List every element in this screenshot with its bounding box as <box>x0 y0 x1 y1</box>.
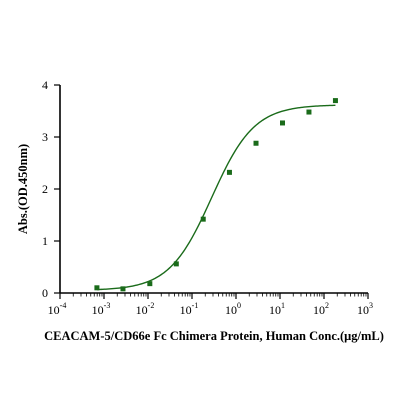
y-tick-label: 2 <box>42 182 48 196</box>
y-tick-label: 1 <box>42 234 48 248</box>
x-tick-label: 101 <box>269 301 285 317</box>
data-point <box>173 261 179 267</box>
data-point <box>306 109 312 115</box>
data-point <box>94 285 100 291</box>
fit-curve-group <box>96 104 336 291</box>
y-axis-title: Abs.(OD.450nm) <box>16 144 30 234</box>
data-point <box>332 98 338 104</box>
axes <box>59 85 368 294</box>
x-tick-label: 103 <box>357 301 373 317</box>
data-point <box>226 169 232 175</box>
x-tick-label: 102 <box>313 301 329 317</box>
y-tick-label: 3 <box>42 130 48 144</box>
data-points <box>94 98 338 292</box>
y-tick-label: 0 <box>42 286 48 300</box>
data-point <box>200 216 206 222</box>
x-ticks: 10-4 10-3 10-2 10-1 100 101 102 103 <box>48 293 373 317</box>
y-tick-label: 4 <box>42 78 48 92</box>
data-point <box>120 286 126 292</box>
x-tick-label: 100 <box>225 301 241 317</box>
data-point <box>253 140 259 146</box>
x-axis-title: CEACAM-5/CD66e Fc Chimera Protein, Human… <box>44 329 384 343</box>
data-point <box>280 120 286 126</box>
y-ticks: 0 1 2 3 4 <box>42 78 60 300</box>
x-tick-label: 10-1 <box>180 301 199 317</box>
fit-curve <box>96 104 336 291</box>
x-tick-label: 10-3 <box>92 301 111 317</box>
x-tick-label: 10-2 <box>136 301 155 317</box>
x-tick-label: 10-4 <box>48 301 67 317</box>
data-point <box>147 281 153 287</box>
